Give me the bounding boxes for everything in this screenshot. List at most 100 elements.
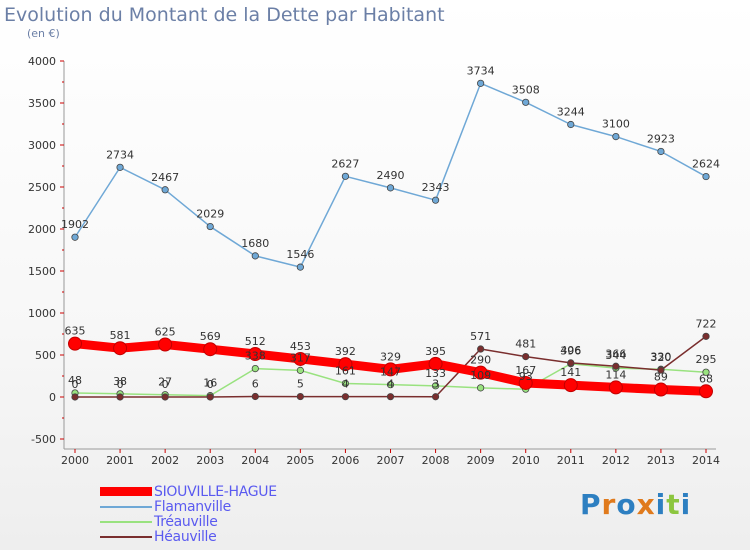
data-label: 396 bbox=[560, 345, 581, 358]
data-label: 2923 bbox=[647, 132, 675, 145]
data-point bbox=[71, 393, 79, 401]
data-point bbox=[563, 378, 578, 393]
data-label: 38 bbox=[113, 375, 127, 388]
data-point bbox=[608, 380, 623, 395]
data-label: 3508 bbox=[512, 83, 540, 96]
legend-item: Héauville bbox=[100, 529, 277, 545]
legend-swatch bbox=[100, 535, 152, 538]
data-point bbox=[477, 345, 485, 353]
data-point bbox=[251, 392, 259, 401]
logo-letter: o bbox=[616, 488, 637, 521]
data-label: 2624 bbox=[692, 158, 720, 171]
y-tick-label: 0 bbox=[49, 391, 56, 404]
data-label: 3100 bbox=[602, 118, 630, 131]
data-label: 329 bbox=[380, 350, 401, 363]
data-label: 338 bbox=[245, 350, 266, 363]
data-label: 317 bbox=[290, 351, 311, 364]
data-label: 4 bbox=[342, 378, 349, 391]
x-tick-label: 2013 bbox=[647, 454, 675, 467]
legend-swatch bbox=[100, 487, 152, 496]
data-point bbox=[386, 393, 395, 401]
data-point bbox=[158, 337, 173, 352]
x-tick-label: 2001 bbox=[106, 454, 134, 467]
data-label: 571 bbox=[470, 330, 491, 343]
data-label: 481 bbox=[515, 338, 536, 351]
data-point bbox=[657, 366, 665, 374]
data-label: 635 bbox=[65, 325, 86, 338]
y-tick-label: 4000 bbox=[28, 55, 56, 68]
data-label: 2734 bbox=[106, 148, 134, 161]
data-point bbox=[477, 79, 485, 87]
data-label: 2627 bbox=[331, 157, 359, 170]
x-tick-label: 2004 bbox=[241, 454, 269, 467]
data-label: 569 bbox=[200, 330, 221, 343]
x-tick-label: 2005 bbox=[286, 454, 314, 467]
data-point bbox=[293, 351, 308, 366]
data-label: 295 bbox=[696, 353, 717, 366]
data-label: 0 bbox=[162, 378, 169, 391]
data-point bbox=[251, 252, 259, 260]
data-point bbox=[431, 196, 440, 204]
data-point bbox=[612, 133, 620, 141]
data-label: 167 bbox=[515, 364, 536, 377]
data-label: 48 bbox=[68, 374, 82, 387]
data-label: 2490 bbox=[377, 169, 405, 182]
data-label: 0 bbox=[207, 378, 214, 391]
data-label: 147 bbox=[380, 366, 401, 379]
legend-item: Flamanville bbox=[100, 499, 277, 515]
y-tick-label: 2000 bbox=[28, 223, 56, 236]
x-tick-label: 2010 bbox=[512, 454, 540, 467]
x-tick-label: 2007 bbox=[377, 454, 405, 467]
data-point bbox=[341, 172, 350, 180]
data-label: 0 bbox=[72, 378, 79, 391]
data-label: 27 bbox=[158, 376, 172, 389]
logo-letter: t bbox=[666, 488, 681, 521]
y-tick-label: 500 bbox=[35, 349, 56, 362]
data-point bbox=[567, 120, 575, 129]
data-label: 453 bbox=[290, 340, 311, 353]
legend: SIOUVILLE-HAGUE Flamanville Tréauville Héau… bbox=[100, 484, 277, 545]
data-label: 133 bbox=[425, 367, 446, 380]
data-label: 1680 bbox=[241, 237, 269, 250]
data-label: 344 bbox=[605, 349, 626, 362]
data-label: 392 bbox=[335, 345, 356, 358]
logo-letter: x bbox=[636, 488, 656, 521]
data-label: 0 bbox=[117, 378, 124, 391]
data-point bbox=[522, 352, 530, 361]
data-point bbox=[518, 375, 533, 390]
y-tick-label: -500 bbox=[31, 433, 56, 446]
data-point bbox=[161, 393, 169, 401]
data-label: 3244 bbox=[557, 106, 585, 119]
data-point bbox=[251, 365, 259, 373]
data-point bbox=[567, 359, 575, 367]
data-point bbox=[657, 147, 665, 156]
data-label: 406 bbox=[560, 344, 581, 357]
data-label: 109 bbox=[470, 369, 491, 382]
legend-label: Tréauville bbox=[154, 513, 218, 530]
data-point bbox=[116, 163, 124, 171]
data-label: 320 bbox=[650, 351, 671, 364]
data-point bbox=[702, 368, 710, 376]
data-label: 141 bbox=[560, 366, 581, 379]
data-point bbox=[702, 172, 710, 181]
data-label: 2029 bbox=[196, 208, 224, 221]
data-point bbox=[116, 393, 124, 401]
y-tick-label: 3000 bbox=[28, 139, 56, 152]
x-tick-label: 2011 bbox=[557, 454, 585, 467]
data-point bbox=[386, 184, 395, 192]
data-point bbox=[699, 384, 713, 399]
data-label: 114 bbox=[605, 368, 626, 381]
legend-swatch bbox=[100, 520, 152, 523]
data-point bbox=[68, 336, 82, 351]
legend-swatch bbox=[100, 505, 152, 508]
data-label: 3 bbox=[432, 378, 439, 391]
x-tick-label: 2014 bbox=[692, 454, 720, 467]
data-point bbox=[338, 357, 353, 372]
data-point bbox=[702, 332, 710, 340]
y-tick-label: 2500 bbox=[28, 181, 56, 194]
data-point bbox=[296, 392, 304, 401]
data-point bbox=[428, 356, 443, 371]
data-point bbox=[248, 346, 263, 361]
logo-letter: i bbox=[655, 488, 667, 521]
data-label: 68 bbox=[699, 372, 713, 385]
